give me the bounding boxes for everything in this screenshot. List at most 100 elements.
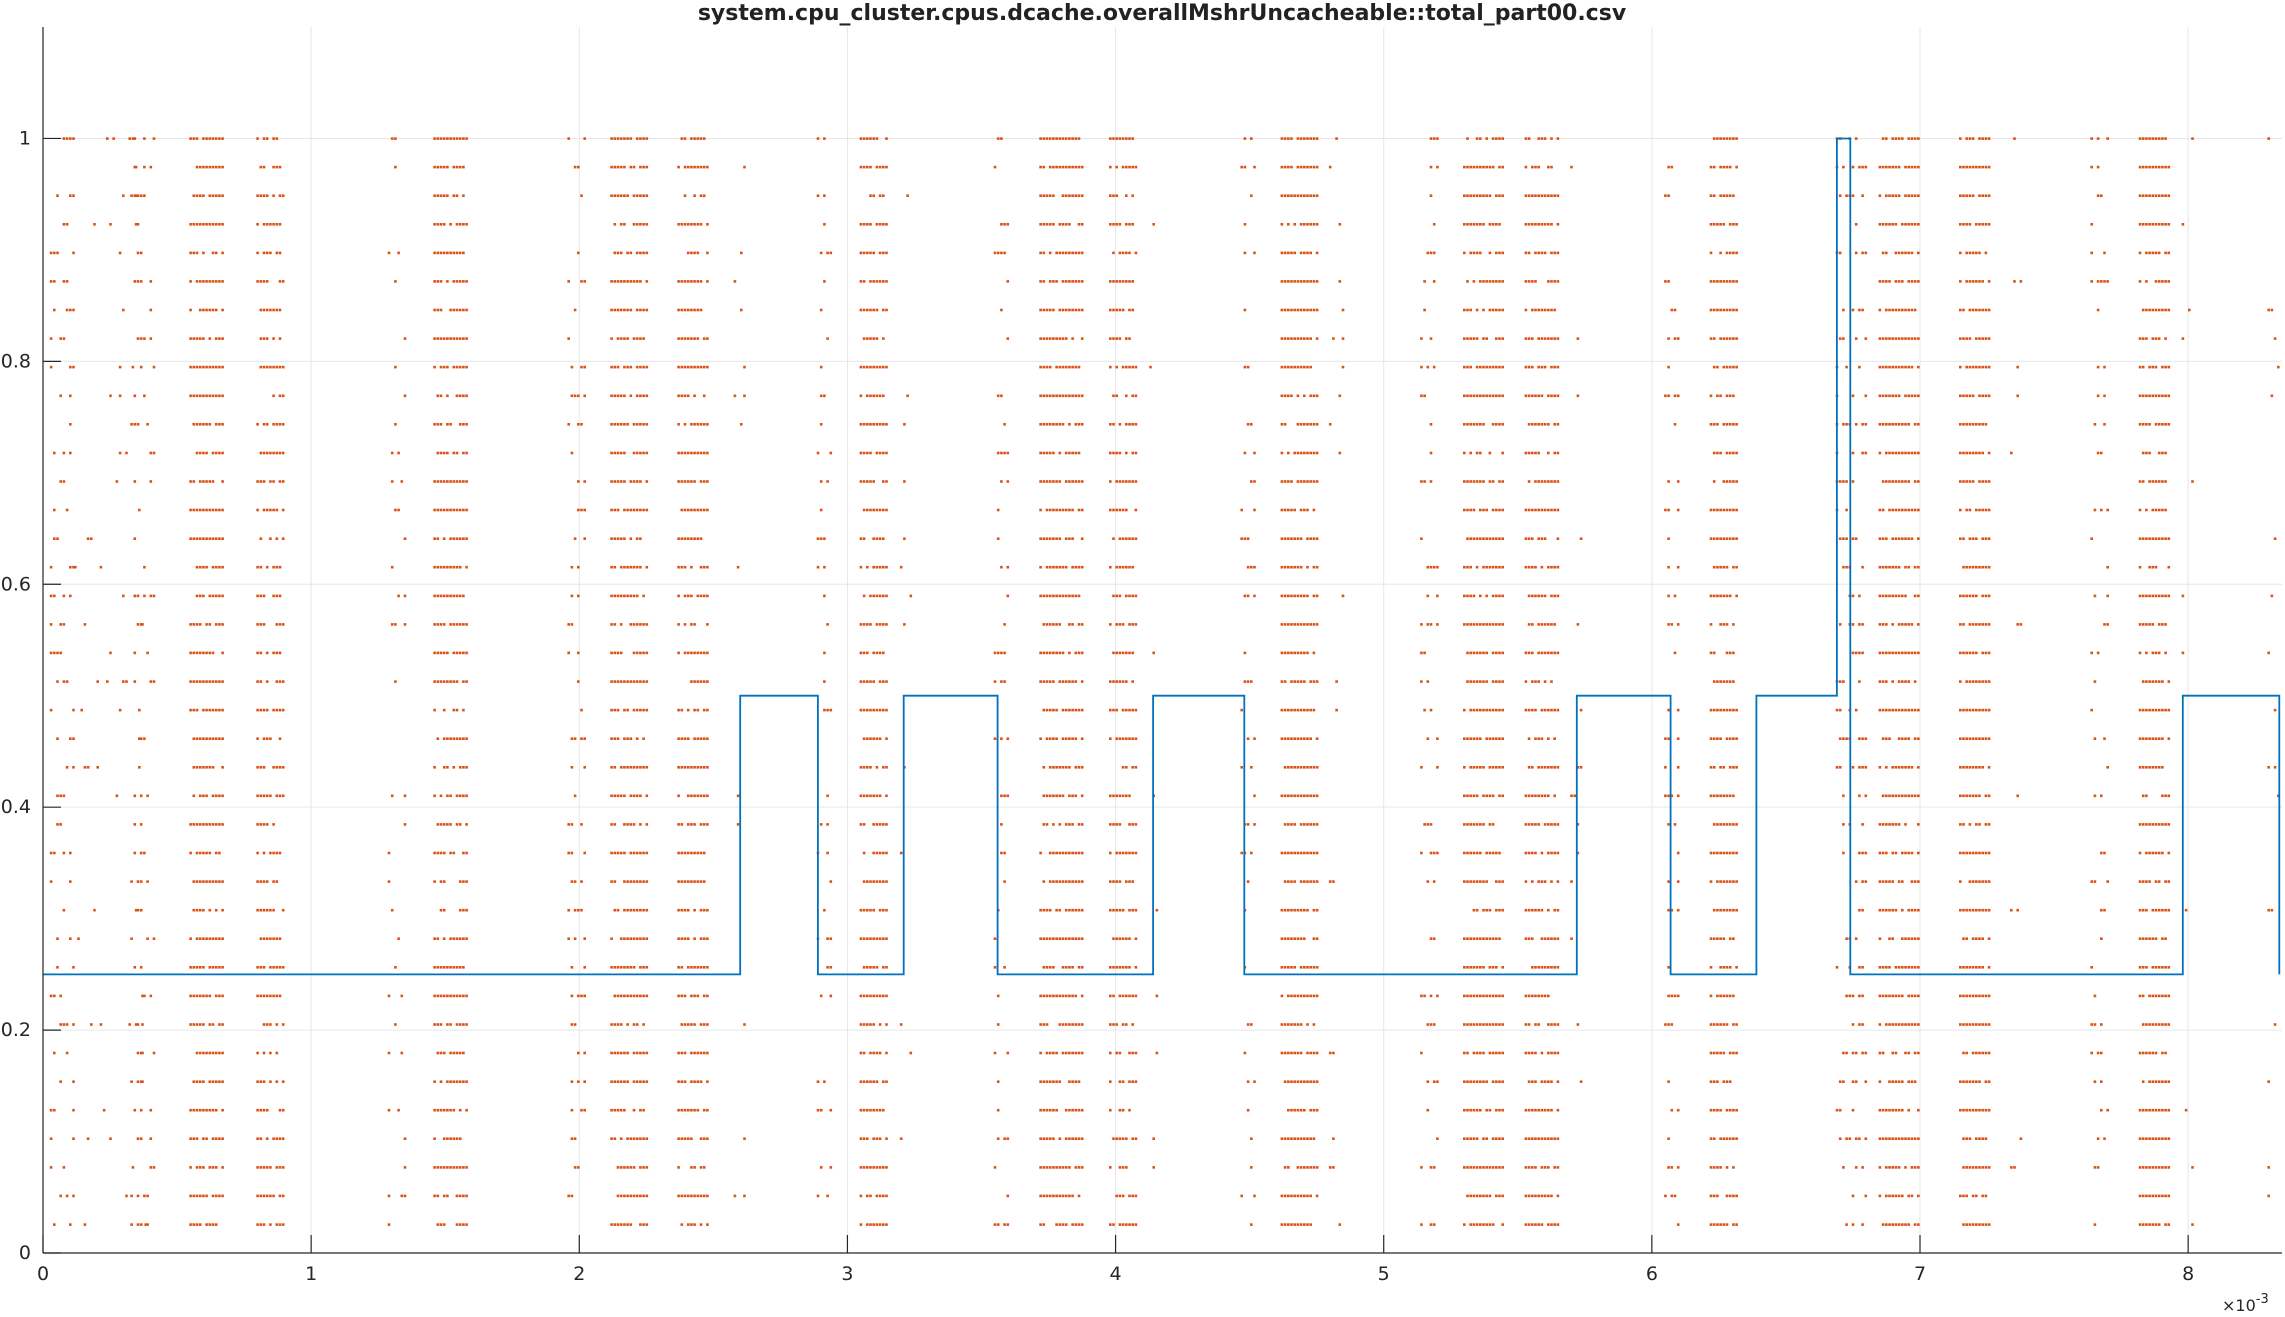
scatter-point bbox=[1077, 423, 1081, 426]
scatter-point bbox=[1280, 1194, 1284, 1198]
scatter-point bbox=[1303, 651, 1306, 655]
scatter-point bbox=[221, 194, 224, 197]
scatter-point bbox=[610, 508, 613, 512]
scatter-point bbox=[1131, 537, 1134, 540]
scatter-point bbox=[1550, 137, 1553, 140]
scatter-point bbox=[211, 308, 215, 312]
scatter-point bbox=[1498, 708, 1501, 712]
scatter-point bbox=[218, 194, 221, 197]
scatter-point bbox=[1432, 880, 1436, 883]
scatter-point bbox=[1296, 766, 1300, 769]
scatter-point bbox=[397, 937, 400, 940]
scatter-point bbox=[278, 308, 282, 312]
scatter-point bbox=[1498, 908, 1501, 912]
scatter-point bbox=[1479, 623, 1482, 626]
scatter-point bbox=[1725, 508, 1729, 512]
scatter-point bbox=[1280, 394, 1284, 398]
scatter-point bbox=[1667, 623, 1670, 626]
scatter-point bbox=[1485, 1023, 1488, 1026]
scatter-point bbox=[1080, 308, 1084, 312]
scatter-point bbox=[449, 480, 452, 483]
scatter-point bbox=[272, 223, 275, 226]
scatter-point bbox=[1115, 594, 1118, 598]
scatter-point bbox=[869, 423, 872, 426]
scatter-point bbox=[446, 251, 449, 255]
scatter-point bbox=[1312, 594, 1316, 598]
scatter-point bbox=[1735, 280, 1738, 283]
scatter-point bbox=[218, 1137, 221, 1140]
scatter-point bbox=[442, 966, 446, 969]
scatter-point bbox=[1429, 994, 1433, 998]
scatter-point bbox=[1712, 908, 1716, 912]
scatter-point bbox=[1722, 680, 1726, 683]
scatter-point bbox=[1074, 365, 1078, 369]
scatter-point bbox=[1728, 908, 1732, 912]
scatter-point bbox=[1719, 794, 1722, 798]
scatter-point bbox=[1534, 1166, 1537, 1169]
scatter-point bbox=[567, 823, 570, 826]
scatter-point bbox=[690, 565, 693, 569]
scatter-point bbox=[256, 251, 259, 255]
scatter-point bbox=[1716, 537, 1719, 540]
scatter-point bbox=[885, 1166, 888, 1169]
scatter-point bbox=[189, 1194, 192, 1198]
scatter-point bbox=[683, 194, 687, 197]
scatter-point bbox=[218, 623, 221, 626]
scatter-point bbox=[570, 1194, 574, 1198]
scatter-point bbox=[1061, 680, 1065, 683]
scatter-point bbox=[878, 623, 882, 626]
scatter-point bbox=[214, 708, 218, 712]
scatter-point bbox=[1524, 1023, 1528, 1026]
scatter-point bbox=[149, 480, 153, 483]
scatter-point bbox=[1309, 1080, 1312, 1083]
scatter-point bbox=[1283, 766, 1287, 769]
scatter-point bbox=[1253, 1080, 1256, 1083]
scatter-point bbox=[616, 251, 620, 255]
scatter-point bbox=[1479, 280, 1482, 283]
scatter-point bbox=[138, 766, 141, 769]
scatter-point bbox=[1039, 451, 1042, 455]
scatter-point bbox=[262, 737, 266, 740]
scatter-point bbox=[1315, 251, 1319, 255]
scatter-point bbox=[1315, 823, 1319, 826]
scatter-point bbox=[262, 451, 266, 455]
scatter-point bbox=[1547, 1166, 1550, 1169]
scatter-point bbox=[1048, 423, 1052, 426]
scatter-point bbox=[1280, 737, 1284, 740]
scatter-point bbox=[455, 1051, 459, 1055]
scatter-point bbox=[1042, 365, 1046, 369]
scatter-point bbox=[1524, 537, 1528, 540]
scatter-point bbox=[214, 966, 218, 969]
scatter-point bbox=[133, 537, 137, 540]
scatter-point bbox=[202, 137, 205, 140]
scatter-point bbox=[1719, 280, 1722, 283]
scatter-point bbox=[1045, 823, 1049, 826]
scatter-point bbox=[1540, 708, 1544, 712]
scatter-point bbox=[1068, 651, 1071, 655]
scatter-point bbox=[1064, 165, 1068, 169]
scatter-point bbox=[1709, 966, 1713, 969]
scatter-point bbox=[452, 937, 456, 940]
scatter-point bbox=[619, 423, 623, 426]
scatter-point bbox=[882, 1166, 885, 1169]
scatter-point bbox=[259, 823, 263, 826]
scatter-point bbox=[1042, 908, 1046, 912]
scatter-point bbox=[1556, 1166, 1560, 1169]
scatter-point bbox=[259, 308, 263, 312]
scatter-point bbox=[1118, 737, 1122, 740]
scatter-point bbox=[1042, 880, 1046, 883]
scatter-point bbox=[1306, 308, 1309, 312]
scatter-point bbox=[1491, 508, 1495, 512]
scatter-point bbox=[442, 851, 446, 855]
scatter-point bbox=[1472, 680, 1476, 683]
scatter-point bbox=[1080, 851, 1084, 855]
scatter-point bbox=[696, 508, 700, 512]
scatter-point bbox=[1074, 1051, 1078, 1055]
scatter-point bbox=[1077, 565, 1081, 569]
scatter-point bbox=[1501, 623, 1504, 626]
scatter-point bbox=[218, 423, 221, 426]
scatter-point bbox=[577, 680, 580, 683]
scatter-point bbox=[1420, 994, 1423, 998]
scatter-point bbox=[1042, 165, 1046, 169]
scatter-point bbox=[626, 1080, 629, 1083]
